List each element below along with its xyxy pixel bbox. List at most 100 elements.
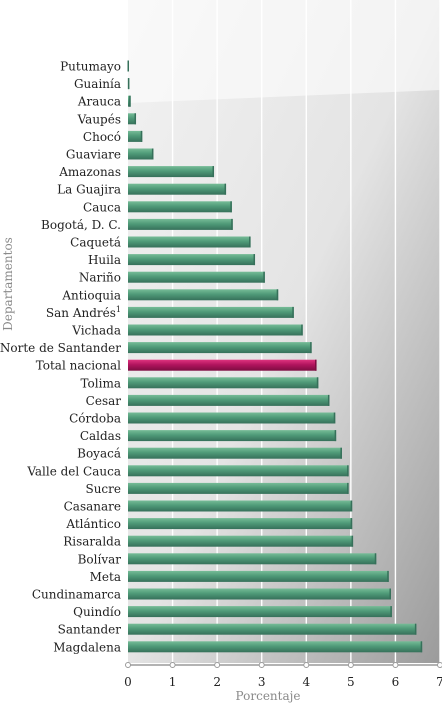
x-tick-mark — [347, 662, 354, 668]
x-tick-mark — [125, 662, 131, 668]
x-tick-label: 2 — [213, 675, 221, 689]
bar-end — [129, 95, 131, 107]
bar-end — [276, 289, 279, 301]
bar-end — [374, 553, 377, 565]
bar-end — [347, 482, 349, 494]
bar — [128, 553, 377, 565]
x-tick-label: 0 — [124, 675, 132, 689]
category-label: Córdoba — [69, 412, 121, 426]
bar-end — [327, 394, 330, 406]
x-tick-label: 7 — [436, 675, 442, 689]
bar-end — [414, 623, 417, 635]
bar — [128, 236, 251, 248]
bar-end — [230, 201, 232, 213]
bar — [128, 465, 349, 477]
category-label: Caldas — [80, 429, 121, 443]
bar — [128, 430, 337, 442]
bar-end — [231, 218, 233, 230]
bar-end — [389, 588, 391, 600]
category-label: Putumayo — [60, 60, 121, 74]
bar — [128, 148, 154, 160]
category-label: Casanare — [64, 500, 121, 514]
bar — [128, 324, 303, 336]
x-tick-mark — [303, 662, 310, 668]
bar — [128, 342, 312, 354]
bar-end — [224, 183, 227, 195]
x-tick-label: 4 — [302, 675, 310, 689]
x-tick-mark — [392, 662, 399, 668]
category-label: Vichada — [71, 324, 121, 338]
bar-end — [315, 359, 317, 371]
bar — [128, 306, 294, 318]
bar — [128, 623, 417, 635]
category-label: Bogotá, D. C. — [41, 218, 121, 232]
y-axis-title: Departamentos — [1, 237, 15, 331]
category-label: Norte de Santander — [0, 341, 121, 355]
category-label: Cundinamarca — [32, 588, 121, 602]
bar — [128, 183, 227, 195]
plot-background-highlight — [128, 0, 440, 103]
bar-end — [301, 324, 303, 336]
bar-end — [140, 130, 143, 142]
category-label: Chocó — [83, 130, 121, 144]
bar-end — [347, 465, 349, 477]
category-label: Caquetá — [70, 236, 121, 250]
bar-end — [351, 535, 354, 547]
x-tick-mark — [258, 662, 265, 668]
category-label: Cesar — [86, 394, 122, 408]
x-tick-mark — [437, 662, 442, 668]
bar-end — [334, 430, 337, 442]
category-label: Santander — [58, 623, 122, 637]
category-label: Sucre — [85, 482, 121, 496]
x-axis-title: Porcentaje — [236, 689, 301, 703]
bar-end — [151, 148, 154, 160]
bar-end — [390, 606, 392, 618]
bar-end — [292, 306, 294, 318]
x-tick-label: 3 — [258, 675, 266, 689]
bar-end — [127, 78, 130, 90]
category-label: Tolima — [80, 376, 121, 390]
bar-end — [310, 342, 312, 354]
x-tick-label: 5 — [347, 675, 355, 689]
bar-end — [387, 570, 389, 582]
category-label: Atlántico — [65, 517, 121, 531]
bar — [128, 113, 137, 125]
bar — [128, 394, 330, 406]
bar-end — [316, 377, 319, 389]
bar — [128, 500, 353, 512]
bar — [128, 482, 349, 494]
x-tick-label: 1 — [169, 675, 177, 689]
footnote-mark: 1 — [116, 305, 121, 314]
bar — [128, 359, 317, 371]
category-label: San Andrés1 — [46, 305, 121, 320]
bar — [128, 166, 215, 178]
category-label: Guainía — [74, 77, 121, 91]
bar-end — [212, 166, 215, 178]
category-label: Cauca — [83, 200, 121, 214]
category-label: Antioquia — [61, 288, 121, 302]
bar — [128, 570, 389, 582]
bar-end — [134, 113, 137, 125]
bar — [128, 218, 233, 230]
bar-end — [350, 518, 353, 530]
category-label: Huila — [88, 253, 121, 267]
category-label: Boyacá — [77, 447, 121, 461]
bar — [128, 641, 423, 653]
category-label: La Guajira — [57, 183, 121, 197]
bar — [128, 447, 342, 459]
bar-end — [340, 447, 342, 459]
category-label: Amazonas — [58, 165, 121, 179]
category-label: Valle del Cauca — [26, 464, 121, 478]
bar — [128, 289, 279, 301]
bar-end — [263, 271, 265, 283]
bar-end — [253, 254, 256, 266]
category-label: Quindío — [73, 605, 121, 619]
bar — [128, 535, 354, 547]
bar-end — [350, 500, 353, 512]
bar — [128, 201, 232, 213]
category-label: Vaupés — [77, 112, 121, 126]
bar-end — [127, 60, 129, 72]
bar — [128, 606, 392, 618]
